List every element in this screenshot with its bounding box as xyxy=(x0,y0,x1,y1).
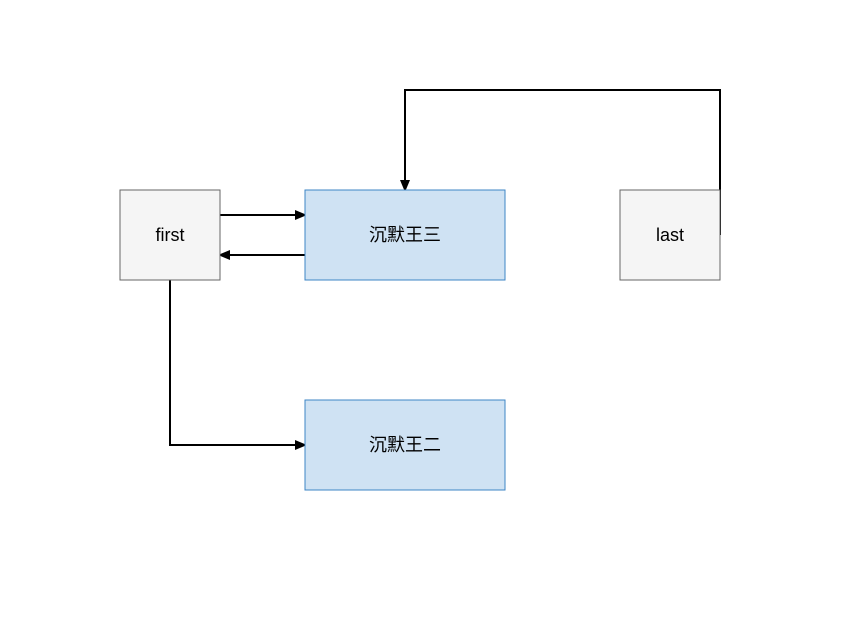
node-last: last xyxy=(620,190,720,280)
node-middle_bottom: 沉默王二 xyxy=(305,400,505,490)
node-middle_top: 沉默王三 xyxy=(305,190,505,280)
edge-first-to-middlebottom xyxy=(170,280,305,445)
node-label-middle_bottom: 沉默王二 xyxy=(369,435,441,455)
node-label-middle_top: 沉默王三 xyxy=(369,225,441,245)
node-label-first: first xyxy=(156,225,185,245)
diagram-canvas: first 沉默王三 last 沉默王二 xyxy=(0,0,854,628)
node-label-last: last xyxy=(656,225,684,245)
node-first: first xyxy=(120,190,220,280)
